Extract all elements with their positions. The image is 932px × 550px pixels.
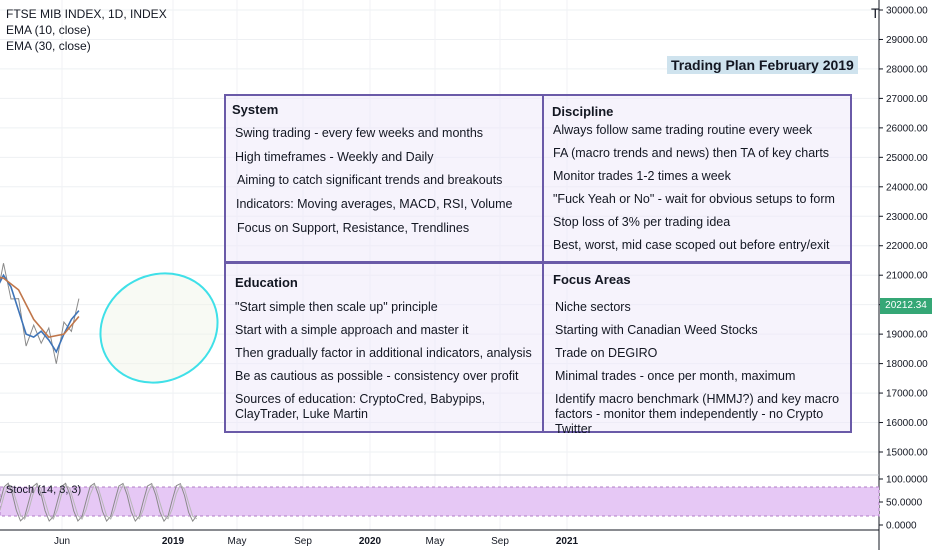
stoch-axis[interactable]: 100.0000 50.0000 0.0000 <box>879 475 928 532</box>
stoch-tick-label: 0.0000 <box>886 521 917 532</box>
focus-item: Starting with Canadian Weed Stocks <box>555 323 758 337</box>
time-tick-label: 2021 <box>556 536 579 547</box>
time-tick-label: May <box>426 536 445 547</box>
stoch-tick-label: 50.0000 <box>886 498 923 509</box>
education-title: Education <box>235 275 298 290</box>
system-item: Aiming to catch significant trends and b… <box>237 173 503 187</box>
plan-title[interactable]: Trading Plan February 2019 <box>667 56 858 74</box>
stoch-series <box>0 482 198 523</box>
system-title: System <box>232 102 279 117</box>
education-box[interactable]: Education "Start simple then scale up" p… <box>224 262 544 433</box>
discipline-item: "Fuck Yeah or No" - wait for obvious set… <box>553 192 835 206</box>
focus-item: Trade on DEGIRO <box>555 346 658 360</box>
focus-item: Identify macro benchmark (HMMJ?) and key… <box>555 392 840 436</box>
education-item: Be as cautious as possible - consistency… <box>235 369 519 383</box>
price-tick-label: 18000.00 <box>886 359 928 370</box>
discipline-item: Best, worst, mid case scoped out before … <box>553 238 830 252</box>
price-tick-label: 30000.00 <box>886 6 928 17</box>
discipline-box[interactable]: Discipline Always follow same trading ro… <box>542 94 852 263</box>
price-tick-label: 29000.00 <box>886 35 928 46</box>
focus-item: Niche sectors <box>555 300 631 314</box>
system-item: Indicators: Moving averages, MACD, RSI, … <box>236 197 513 211</box>
price-tick-label: 27000.00 <box>886 94 928 105</box>
system-item: Focus on Support, Resistance, Trendlines <box>237 221 470 235</box>
system-box[interactable]: System Swing trading - every few weeks a… <box>224 94 544 263</box>
time-tick-label: 2020 <box>359 536 382 547</box>
ema30-line <box>0 276 80 338</box>
focus-title: Focus Areas <box>553 272 631 287</box>
price-tick-label: 17000.00 <box>886 389 928 400</box>
time-tick-label: Jun <box>54 536 70 547</box>
price-tick-label: 16000.00 <box>886 418 928 429</box>
system-item: High timeframes - Weekly and Daily <box>235 150 434 164</box>
discipline-item: Stop loss of 3% per trading idea <box>553 215 731 229</box>
legend-title[interactable]: FTSE MIB INDEX, 1D, INDEX <box>6 7 167 21</box>
stoch-label[interactable]: Stoch (14, 3, 3) <box>6 484 82 496</box>
price-tick-label: 24000.00 <box>886 182 928 193</box>
time-tick-label: Sep <box>491 536 509 547</box>
price-tick-label: 28000.00 <box>886 64 928 75</box>
price-tick-label: 22000.00 <box>886 241 928 252</box>
education-item: Sources of education: CryptoCred, Babypi… <box>235 392 486 421</box>
price-axis[interactable]: 30000.00 29000.00 28000.00 27000.00 26000.00… <box>879 6 928 459</box>
discipline-title: Discipline <box>552 104 614 119</box>
stoch-k-line <box>0 482 198 523</box>
price-tick-label: 21000.00 <box>886 271 928 282</box>
discipline-item: FA (macro trends and news) then TA of ke… <box>553 146 830 160</box>
education-item: Start with a simple approach and master … <box>235 323 469 337</box>
focus-box[interactable]: Focus Areas Niche sectors Starting with … <box>542 262 852 436</box>
time-axis[interactable]: Jun 2019 May Sep 2020 May Sep 2021 <box>54 536 579 547</box>
stoch-d-line <box>0 483 198 521</box>
price-tick-label: 23000.00 <box>886 212 928 223</box>
time-tick-label: 2019 <box>162 536 185 547</box>
chart-legend: FTSE MIB INDEX, 1D, INDEX EMA (10, close… <box>6 6 167 54</box>
discipline-item: Monitor trades 1-2 times a week <box>553 169 731 183</box>
education-item: "Start simple then scale up" principle <box>235 300 438 314</box>
price-tick-label: 25000.00 <box>886 153 928 164</box>
price-tick-label: 19000.00 <box>886 330 928 341</box>
education-item: Then gradually factor in additional indi… <box>235 346 532 360</box>
time-tick-label: May <box>228 536 247 547</box>
focus-item: Minimal trades - once per month, maximum <box>555 369 796 383</box>
ema10-line <box>0 273 80 354</box>
system-item: Swing trading - every few weeks and mont… <box>235 126 484 140</box>
discipline-item: Always follow same trading routine every… <box>553 123 813 137</box>
legend-ema10[interactable]: EMA (10, close) <box>6 23 91 37</box>
legend-ema30[interactable]: EMA (30, close) <box>6 39 91 53</box>
axis-corner-glyph: T <box>871 5 880 21</box>
price-tick-label: 15000.00 <box>886 448 928 459</box>
stoch-band <box>0 486 880 517</box>
time-tick-label: Sep <box>294 536 312 547</box>
price-tick-label: 26000.00 <box>886 123 928 134</box>
last-price-tag[interactable]: 20212.34 <box>880 298 932 314</box>
highlight-ellipse[interactable] <box>81 253 237 403</box>
price-series <box>0 263 80 364</box>
stoch-tick-label: 100.0000 <box>886 475 928 486</box>
